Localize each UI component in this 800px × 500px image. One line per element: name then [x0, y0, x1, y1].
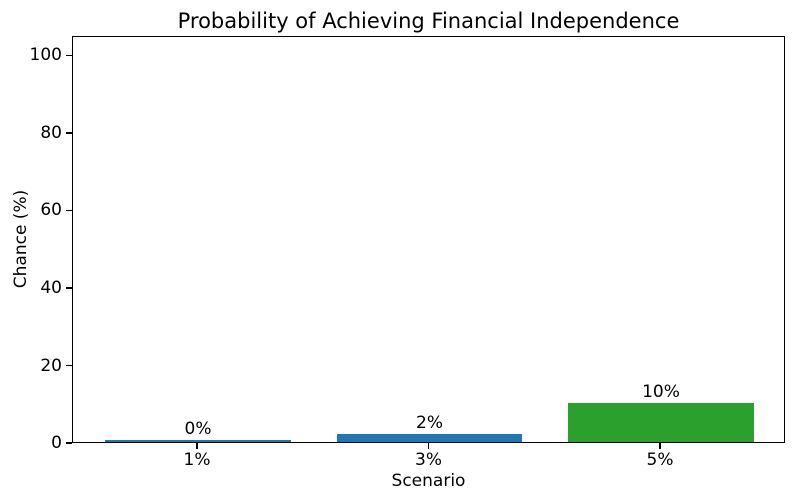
bar-value-label: 10% [642, 381, 680, 402]
x-tick [659, 443, 661, 449]
plot-area: 0% 2% 10% [72, 36, 785, 443]
y-tick [66, 54, 72, 57]
y-tick [66, 209, 72, 212]
x-axis-label: Scenario [391, 471, 466, 491]
x-tick-label: 3% [415, 450, 442, 470]
y-tick-label: 60 [40, 200, 62, 221]
y-tick-label: 40 [40, 278, 62, 298]
y-tick [66, 442, 72, 444]
y-tick-label: 20 [40, 355, 62, 376]
y-tick [66, 132, 72, 134]
y-tick [66, 287, 72, 289]
y-tick-label: 0 [51, 433, 62, 453]
bar [568, 403, 754, 442]
bar [105, 440, 291, 442]
bar [336, 434, 523, 442]
x-tick-label: 1% [183, 450, 211, 470]
bar-value-label: 2% [416, 412, 443, 433]
y-tick-label: 100 [29, 45, 62, 66]
chart-title: Probability of Achieving Financial Indep… [177, 9, 680, 33]
x-tick [427, 443, 430, 449]
y-tick [66, 364, 72, 367]
y-tick-label: 80 [40, 122, 62, 143]
bar-value-label: 0% [184, 418, 212, 439]
x-tick-label: 5% [646, 450, 674, 470]
x-tick [196, 443, 198, 449]
